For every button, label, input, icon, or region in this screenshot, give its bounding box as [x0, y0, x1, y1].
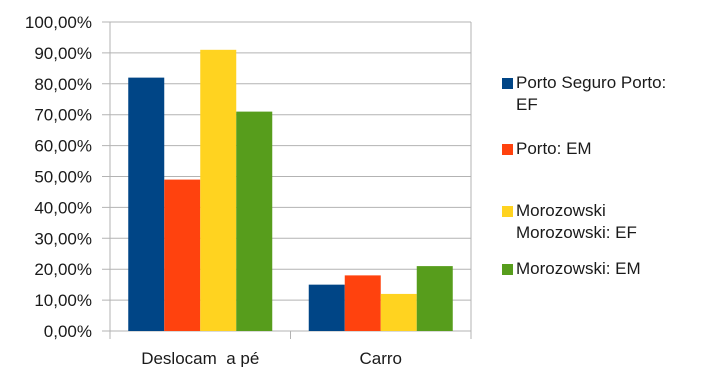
y-tick-label: 30,00% [34, 229, 92, 248]
legend-item-series-2: Porto: EM [502, 138, 705, 160]
y-tick-label: 70,00% [34, 106, 92, 125]
bar-series-1-cat-2 [308, 284, 345, 331]
y-tick-label: 50,00% [34, 168, 92, 187]
y-tick-label: 100,00% [25, 13, 92, 32]
x-category-label: Deslocam a pé [141, 349, 259, 367]
bar-series-1-cat-1 [128, 77, 165, 332]
bar-series-4-cat-1 [236, 111, 273, 331]
legend-swatch [502, 264, 513, 275]
bars [128, 49, 453, 332]
legend-swatch [502, 206, 513, 217]
y-tick-label: 10,00% [34, 291, 92, 310]
legend-label: Morozowski: EM [516, 259, 641, 278]
x-axis-category-labels: Deslocam a pé Carro [141, 349, 402, 367]
bar-series-3-cat-1 [200, 49, 237, 332]
y-tick-label: 80,00% [34, 75, 92, 94]
y-tick-label: 40,00% [34, 198, 92, 217]
legend-swatch [502, 144, 513, 155]
bar-series-2-cat-1 [164, 179, 201, 331]
legend-item-series-4: Morozowski: EM [502, 258, 705, 280]
legend-item-series-1: Porto Seguro Porto: EF [502, 72, 705, 116]
legend-label: Morozowski Morozowski: EF [516, 201, 637, 242]
x-category-label: Carro [359, 349, 402, 367]
legend-item-series-3: Morozowski Morozowski: EF [502, 200, 705, 244]
y-tick-label: 90,00% [34, 44, 92, 63]
legend-label: Porto Seguro Porto: EF [516, 73, 667, 114]
legend-swatch [502, 78, 513, 89]
y-tick-label: 60,00% [34, 137, 92, 156]
bar-series-4-cat-2 [416, 266, 453, 331]
bar-series-3-cat-2 [380, 293, 417, 331]
y-tick-label: 0,00% [44, 322, 92, 341]
legend-label: Porto: EM [516, 139, 592, 158]
y-axis-tick-labels: 0,00% 10,00% 20,00% 30,00% 40,00% 50,00% 60,00… [25, 13, 92, 341]
bar-series-2-cat-2 [344, 275, 381, 331]
y-tick-label: 20,00% [34, 260, 92, 279]
